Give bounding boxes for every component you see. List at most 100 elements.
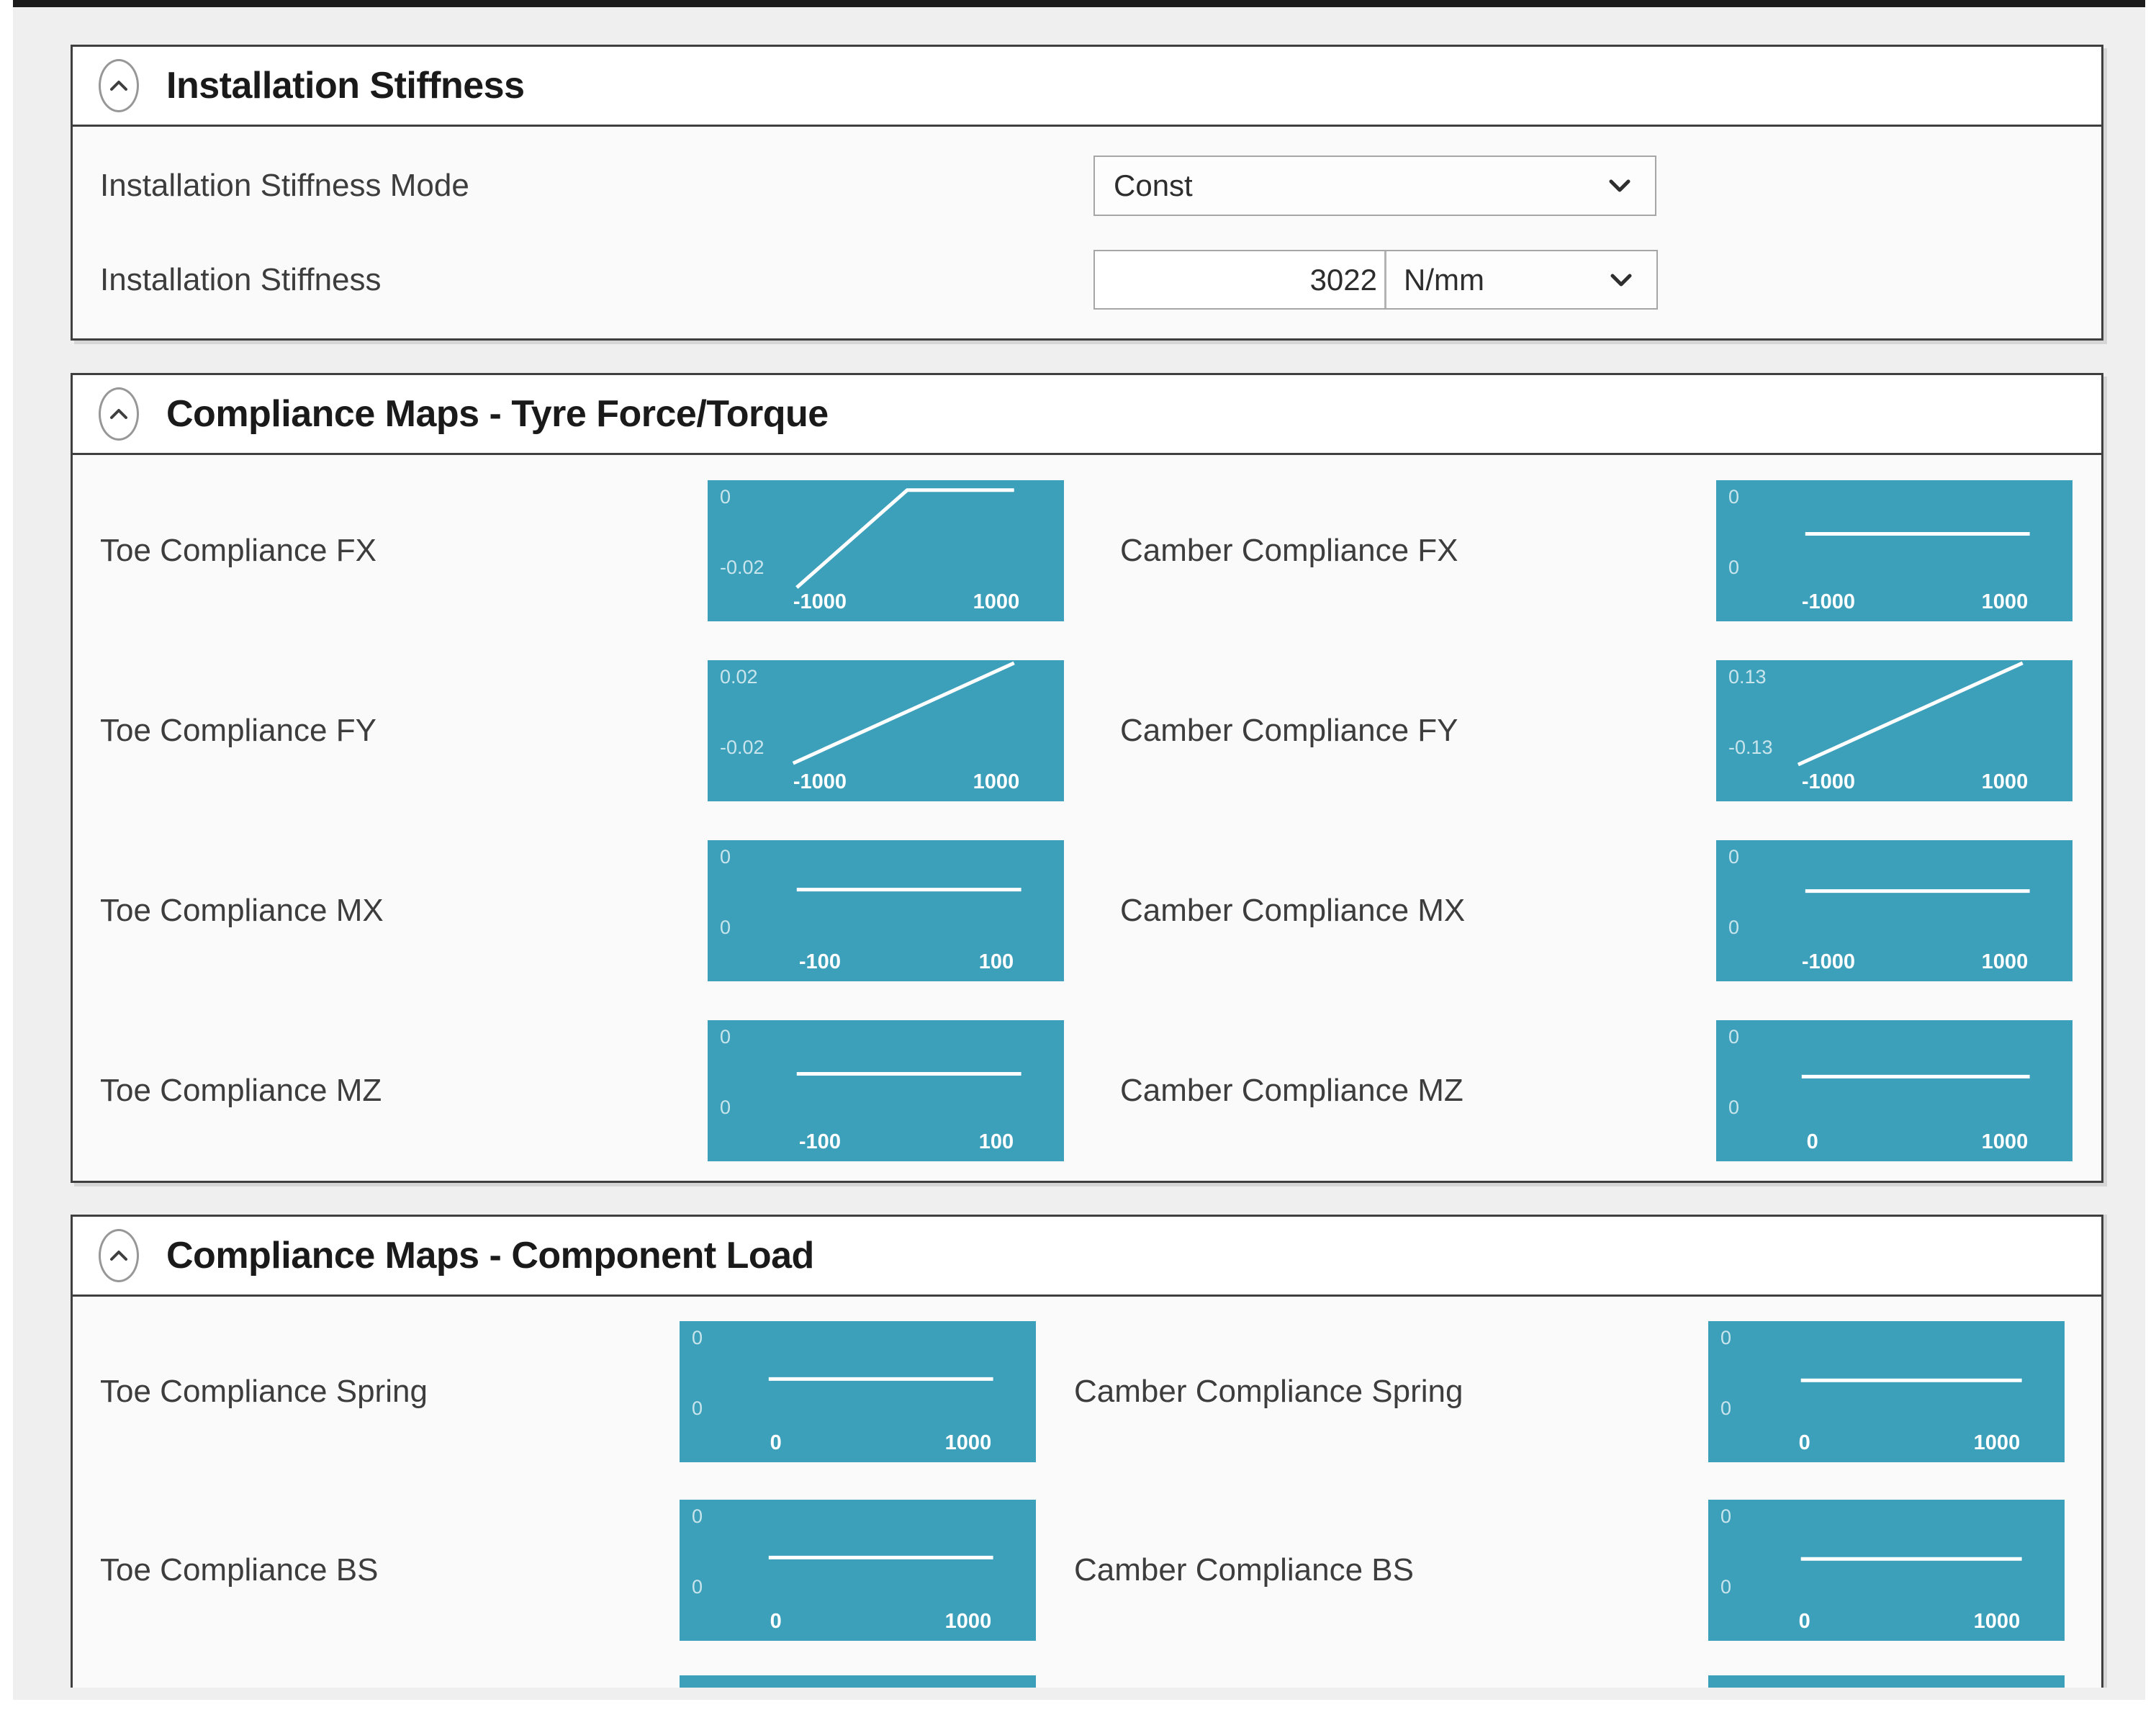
installation-stiffness-unit-select[interactable]: N/mm xyxy=(1386,251,1656,308)
chart-line xyxy=(796,888,1021,892)
partial-chart[interactable] xyxy=(1708,1675,2065,1688)
x-tick-right: 100 xyxy=(978,950,1014,973)
row-label: Camber Compliance Spring xyxy=(1074,1374,1463,1409)
toe-compliance-bs-chart[interactable]: 0 0 0 1000 xyxy=(680,1500,1036,1641)
y-tick-top: 0 xyxy=(1728,486,1740,508)
y-tick-bottom: -0.02 xyxy=(720,737,764,758)
x-tick-left: -1000 xyxy=(1801,590,1856,613)
x-tick-left: -100 xyxy=(798,1130,841,1153)
y-tick-top: 0 xyxy=(1728,1026,1740,1048)
toe-compliance-fy-chart[interactable]: 0.02 -0.02 -1000 1000 xyxy=(708,660,1064,801)
compliance-row: Toe Compliance FY 0.02 -0.02 -1000 1000 … xyxy=(73,660,2101,801)
section-title: Compliance Maps - Tyre Force/Torque xyxy=(166,393,829,435)
section-header: Installation Stiffness xyxy=(73,47,2101,127)
row-label: Toe Compliance MZ xyxy=(100,1073,382,1108)
camber-compliance-mx-chart[interactable]: 0 0 -1000 1000 xyxy=(1716,840,2072,981)
y-tick-top: 0.13 xyxy=(1728,666,1767,688)
chart-line xyxy=(1805,889,2030,893)
compliance-maps-tyre-section: Compliance Maps - Tyre Force/Torque Toe … xyxy=(71,373,2103,1183)
chevron-down-icon xyxy=(1609,273,1633,287)
y-tick-bottom: 0 xyxy=(720,1097,731,1118)
y-tick-top: 0 xyxy=(692,1327,703,1348)
row-label: Toe Compliance MX xyxy=(100,893,384,928)
y-tick-bottom: 0 xyxy=(1728,917,1740,938)
toe-compliance-fx-chart[interactable]: 0 -0.02 -1000 1000 xyxy=(708,480,1064,621)
row-label: Toe Compliance Spring xyxy=(100,1374,428,1409)
unit-value: N/mm xyxy=(1404,262,1484,297)
chevron-down-icon xyxy=(1607,179,1632,193)
compliance-row: Toe Compliance FX 0 -0.02 -1000 1000 Cam… xyxy=(73,480,2101,621)
compliance-row xyxy=(73,1675,2101,1688)
y-tick-bottom: 0 xyxy=(1720,1576,1732,1598)
row-label: Camber Compliance FX xyxy=(1120,533,1458,568)
y-tick-bottom: 0 xyxy=(692,1576,703,1598)
collapse-button[interactable] xyxy=(99,387,139,441)
chevron-up-icon xyxy=(110,409,127,419)
toe-compliance-spring-chart[interactable]: 0 0 0 1000 xyxy=(680,1321,1036,1462)
x-tick-left: 0 xyxy=(770,1610,782,1633)
installation-stiffness-input[interactable]: 3022 xyxy=(1095,251,1386,308)
compliance-row: Toe Compliance BS 0 0 0 1000 Camber Comp… xyxy=(73,1500,2101,1641)
camber-compliance-fx-chart[interactable]: 0 0 -1000 1000 xyxy=(1716,480,2072,621)
x-tick-left: -100 xyxy=(798,950,841,973)
installation-stiffness-mode-select[interactable]: Const xyxy=(1093,156,1656,216)
row-label: Camber Compliance BS xyxy=(1074,1552,1414,1588)
x-tick-right: 1000 xyxy=(973,770,1020,793)
x-tick-left: -1000 xyxy=(793,770,847,793)
chart-line xyxy=(768,1555,993,1559)
field-label: Installation Stiffness Mode xyxy=(100,168,469,203)
chart-line xyxy=(1805,532,2030,536)
x-tick-right: 1000 xyxy=(1981,590,2029,613)
compliance-maps-component-section: Compliance Maps - Component Load Toe Com… xyxy=(71,1215,2103,1688)
chart-line xyxy=(1797,661,2024,767)
partial-chart[interactable] xyxy=(680,1675,1036,1688)
row-label: Camber Compliance MZ xyxy=(1120,1073,1463,1108)
chart-line xyxy=(1800,1557,2022,1561)
collapse-button[interactable] xyxy=(99,59,139,112)
section-title: Compliance Maps - Component Load xyxy=(166,1235,814,1277)
camber-compliance-bs-chart[interactable]: 0 0 0 1000 xyxy=(1708,1500,2065,1641)
y-tick-top: 0 xyxy=(720,846,731,868)
x-tick-right: 100 xyxy=(978,1130,1014,1153)
y-tick-top: 0 xyxy=(720,1026,731,1048)
window-top-edge xyxy=(13,0,2145,7)
collapse-button[interactable] xyxy=(99,1229,139,1282)
x-tick-left: -1000 xyxy=(1801,950,1856,973)
content-canvas: Installation Stiffness Installation Stif… xyxy=(13,7,2145,1700)
y-tick-bottom: 0 xyxy=(1728,557,1740,578)
chart-line xyxy=(795,488,1014,589)
section-header: Compliance Maps - Component Load xyxy=(73,1217,2101,1297)
chevron-up-icon xyxy=(110,81,127,91)
x-tick-left: 0 xyxy=(1798,1610,1810,1633)
x-tick-right: 1000 xyxy=(1973,1610,2021,1633)
row-label: Camber Compliance MX xyxy=(1120,893,1466,928)
y-tick-top: 0 xyxy=(1720,1505,1732,1527)
x-tick-left: -1000 xyxy=(1801,770,1856,793)
x-tick-left: 0 xyxy=(1806,1130,1818,1153)
x-tick-right: 1000 xyxy=(1981,770,2029,793)
compliance-row: Toe Compliance Spring 0 0 0 1000 Camber … xyxy=(73,1321,2101,1462)
row-label: Toe Compliance FY xyxy=(100,713,376,748)
toe-compliance-mx-chart[interactable]: 0 0 -100 100 xyxy=(708,840,1064,981)
x-tick-left: -1000 xyxy=(793,590,847,613)
camber-compliance-fy-chart[interactable]: 0.13 -0.13 -1000 1000 xyxy=(1716,660,2072,801)
x-tick-left: 0 xyxy=(1798,1431,1810,1454)
row-label: Toe Compliance BS xyxy=(100,1552,379,1588)
y-tick-top: 0.02 xyxy=(720,666,758,688)
row-label: Toe Compliance FX xyxy=(100,533,376,568)
y-tick-top: 0 xyxy=(720,486,731,508)
toe-compliance-mz-chart[interactable]: 0 0 -100 100 xyxy=(708,1020,1064,1161)
camber-compliance-spring-chart[interactable]: 0 0 0 1000 xyxy=(1708,1321,2065,1462)
x-tick-right: 1000 xyxy=(973,590,1020,613)
installation-stiffness-field-group: 3022 N/mm xyxy=(1093,250,1658,310)
row-label: Camber Compliance FY xyxy=(1120,713,1458,748)
section-title: Installation Stiffness xyxy=(166,65,525,107)
y-tick-bottom: -0.13 xyxy=(1728,737,1773,758)
chevron-up-icon xyxy=(110,1251,127,1261)
section-header: Compliance Maps - Tyre Force/Torque xyxy=(73,375,2101,455)
x-tick-right: 1000 xyxy=(1973,1431,2021,1454)
y-tick-bottom: 0 xyxy=(692,1397,703,1419)
compliance-row: Toe Compliance MZ 0 0 -100 100 Camber Co… xyxy=(73,1020,2101,1161)
camber-compliance-mz-chart[interactable]: 0 0 0 1000 xyxy=(1716,1020,2072,1161)
chart-line xyxy=(1800,1378,2022,1382)
